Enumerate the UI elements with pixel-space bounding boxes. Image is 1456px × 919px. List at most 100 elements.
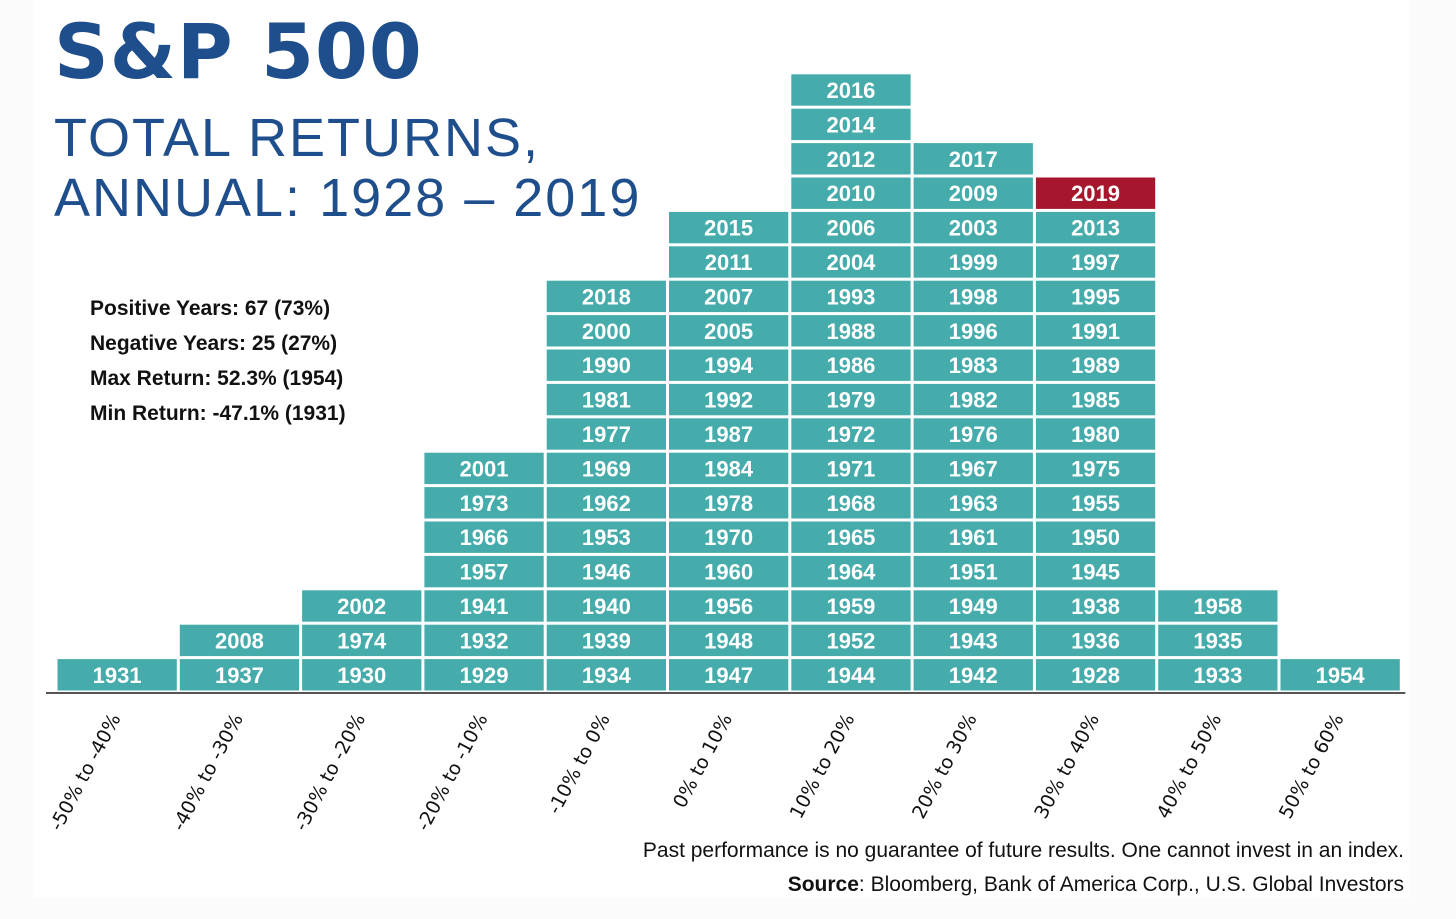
bar-column: 2018 2000 1990 1981 1977 1969 1962 1953 1946 1940… <box>546 280 666 691</box>
year-label: 1980 <box>1071 422 1120 447</box>
year-cell <box>1035 280 1156 313</box>
year-label: 2012 <box>826 147 875 172</box>
year-cell <box>913 555 1033 588</box>
year-cell <box>1280 659 1400 691</box>
year-label: 1965 <box>826 525 875 550</box>
year-label: 1957 <box>460 560 509 585</box>
year-cell <box>791 74 911 106</box>
year-cell <box>669 624 789 657</box>
year-cell <box>1035 383 1156 416</box>
year-label: 2002 <box>337 594 386 619</box>
year-cell <box>546 555 666 588</box>
year-cell <box>424 659 544 691</box>
year-cell <box>791 177 911 209</box>
year-label: 1973 <box>460 491 509 516</box>
year-label: 1998 <box>949 284 998 309</box>
year-label: 1942 <box>949 663 998 688</box>
year-label: 1975 <box>1071 456 1120 481</box>
year-cell <box>791 108 911 141</box>
bar-column: 2015 2011 2007 2005 1994 1992 1987 1984 1978 1970… <box>669 211 789 691</box>
year-label: 1987 <box>704 422 753 447</box>
year-label: 1962 <box>582 491 631 516</box>
year-label: 1934 <box>582 663 632 688</box>
year-cell <box>913 211 1033 244</box>
chart-subtitle-line1: TOTAL RETURNS, <box>54 108 541 168</box>
year-cell <box>791 349 911 381</box>
year-cell <box>1158 624 1278 657</box>
source-text: : Bloomberg, Bank of America Corp., U.S.… <box>858 873 1404 896</box>
bar-column: 2017 2009 2003 1999 1998 1996 1983 1982 1976 1967… <box>913 143 1033 691</box>
year-cell <box>424 521 544 553</box>
year-cell <box>913 521 1033 553</box>
year-label: 2017 <box>949 147 998 172</box>
year-cell <box>179 624 300 657</box>
year-label: 1992 <box>704 388 753 413</box>
year-cell <box>913 487 1033 519</box>
year-cell <box>913 177 1033 209</box>
year-label: 2010 <box>826 181 875 206</box>
year-label: 1982 <box>949 388 998 413</box>
year-label: 2003 <box>949 216 998 241</box>
year-cell <box>1035 624 1156 657</box>
stat-positive-years: Positive Years: 67 (73%) <box>90 297 331 320</box>
year-cell <box>546 280 666 313</box>
year-label: 1976 <box>949 422 998 447</box>
chart-footnote: Past performance is no guarantee of futu… <box>643 836 1404 904</box>
year-label: 2006 <box>826 216 875 241</box>
year-label: 1997 <box>1071 250 1120 275</box>
chart-subtitle-line2: ANNUAL: 1928 – 2019 <box>54 168 642 228</box>
year-label: 2008 <box>215 628 264 653</box>
year-label: 2013 <box>1071 216 1120 241</box>
source-label: Source <box>787 873 859 896</box>
year-label: 1954 <box>1316 663 1366 688</box>
x-tick-label: 30% to 40% <box>1030 710 1104 822</box>
x-tick-label: 50% to 60% <box>1275 710 1349 822</box>
year-label: 2005 <box>704 319 753 344</box>
year-label: 2011 <box>705 250 753 275</box>
year-label: 1949 <box>949 594 998 619</box>
year-cell <box>546 383 666 416</box>
year-cell <box>424 452 544 485</box>
stat-min-return: Min Return: -47.1% (1931) <box>90 402 346 425</box>
year-cell <box>669 452 789 485</box>
year-label: 1971 <box>826 456 875 481</box>
year-cell <box>913 418 1033 450</box>
year-label: 1986 <box>826 353 875 378</box>
year-cell <box>791 555 911 588</box>
chart-title: S&P 500 <box>54 7 423 96</box>
year-label: 1978 <box>704 491 753 516</box>
year-cell <box>302 659 422 691</box>
year-cell <box>913 315 1033 347</box>
year-label: 1944 <box>826 663 876 688</box>
year-cell <box>546 487 666 519</box>
year-cell <box>791 246 911 278</box>
year-label: 1952 <box>826 628 875 653</box>
year-cell <box>791 280 911 313</box>
year-label: 2015 <box>704 216 753 241</box>
year-label: 1943 <box>949 628 998 653</box>
year-cell <box>1035 487 1156 519</box>
year-cell <box>1158 659 1278 691</box>
year-cell <box>669 555 789 588</box>
x-tick-label: -40% to -30% <box>168 710 248 835</box>
year-label: 1932 <box>460 628 509 653</box>
year-label: 1972 <box>826 422 875 447</box>
year-cell <box>791 452 911 485</box>
year-cell <box>1158 590 1278 622</box>
year-label: 1945 <box>1071 560 1120 585</box>
bar-column: 2008 1937 <box>179 624 300 691</box>
year-label: 1964 <box>826 560 876 585</box>
year-cell <box>1035 315 1156 347</box>
year-label: 1951 <box>949 560 998 585</box>
year-cell <box>669 418 789 450</box>
year-label: 1939 <box>582 628 631 653</box>
bar-column: 1954 <box>1280 659 1400 691</box>
year-cell <box>1035 521 1156 553</box>
year-cell <box>791 659 911 691</box>
year-cell <box>546 418 666 450</box>
bar-column: 2019 2013 1997 1995 1991 1989 1985 1980 1975 1955… <box>1035 177 1156 691</box>
year-label: 1969 <box>582 456 631 481</box>
year-cell <box>791 383 911 416</box>
year-cell <box>913 349 1033 381</box>
x-tick-label: -50% to -40% <box>45 710 125 835</box>
